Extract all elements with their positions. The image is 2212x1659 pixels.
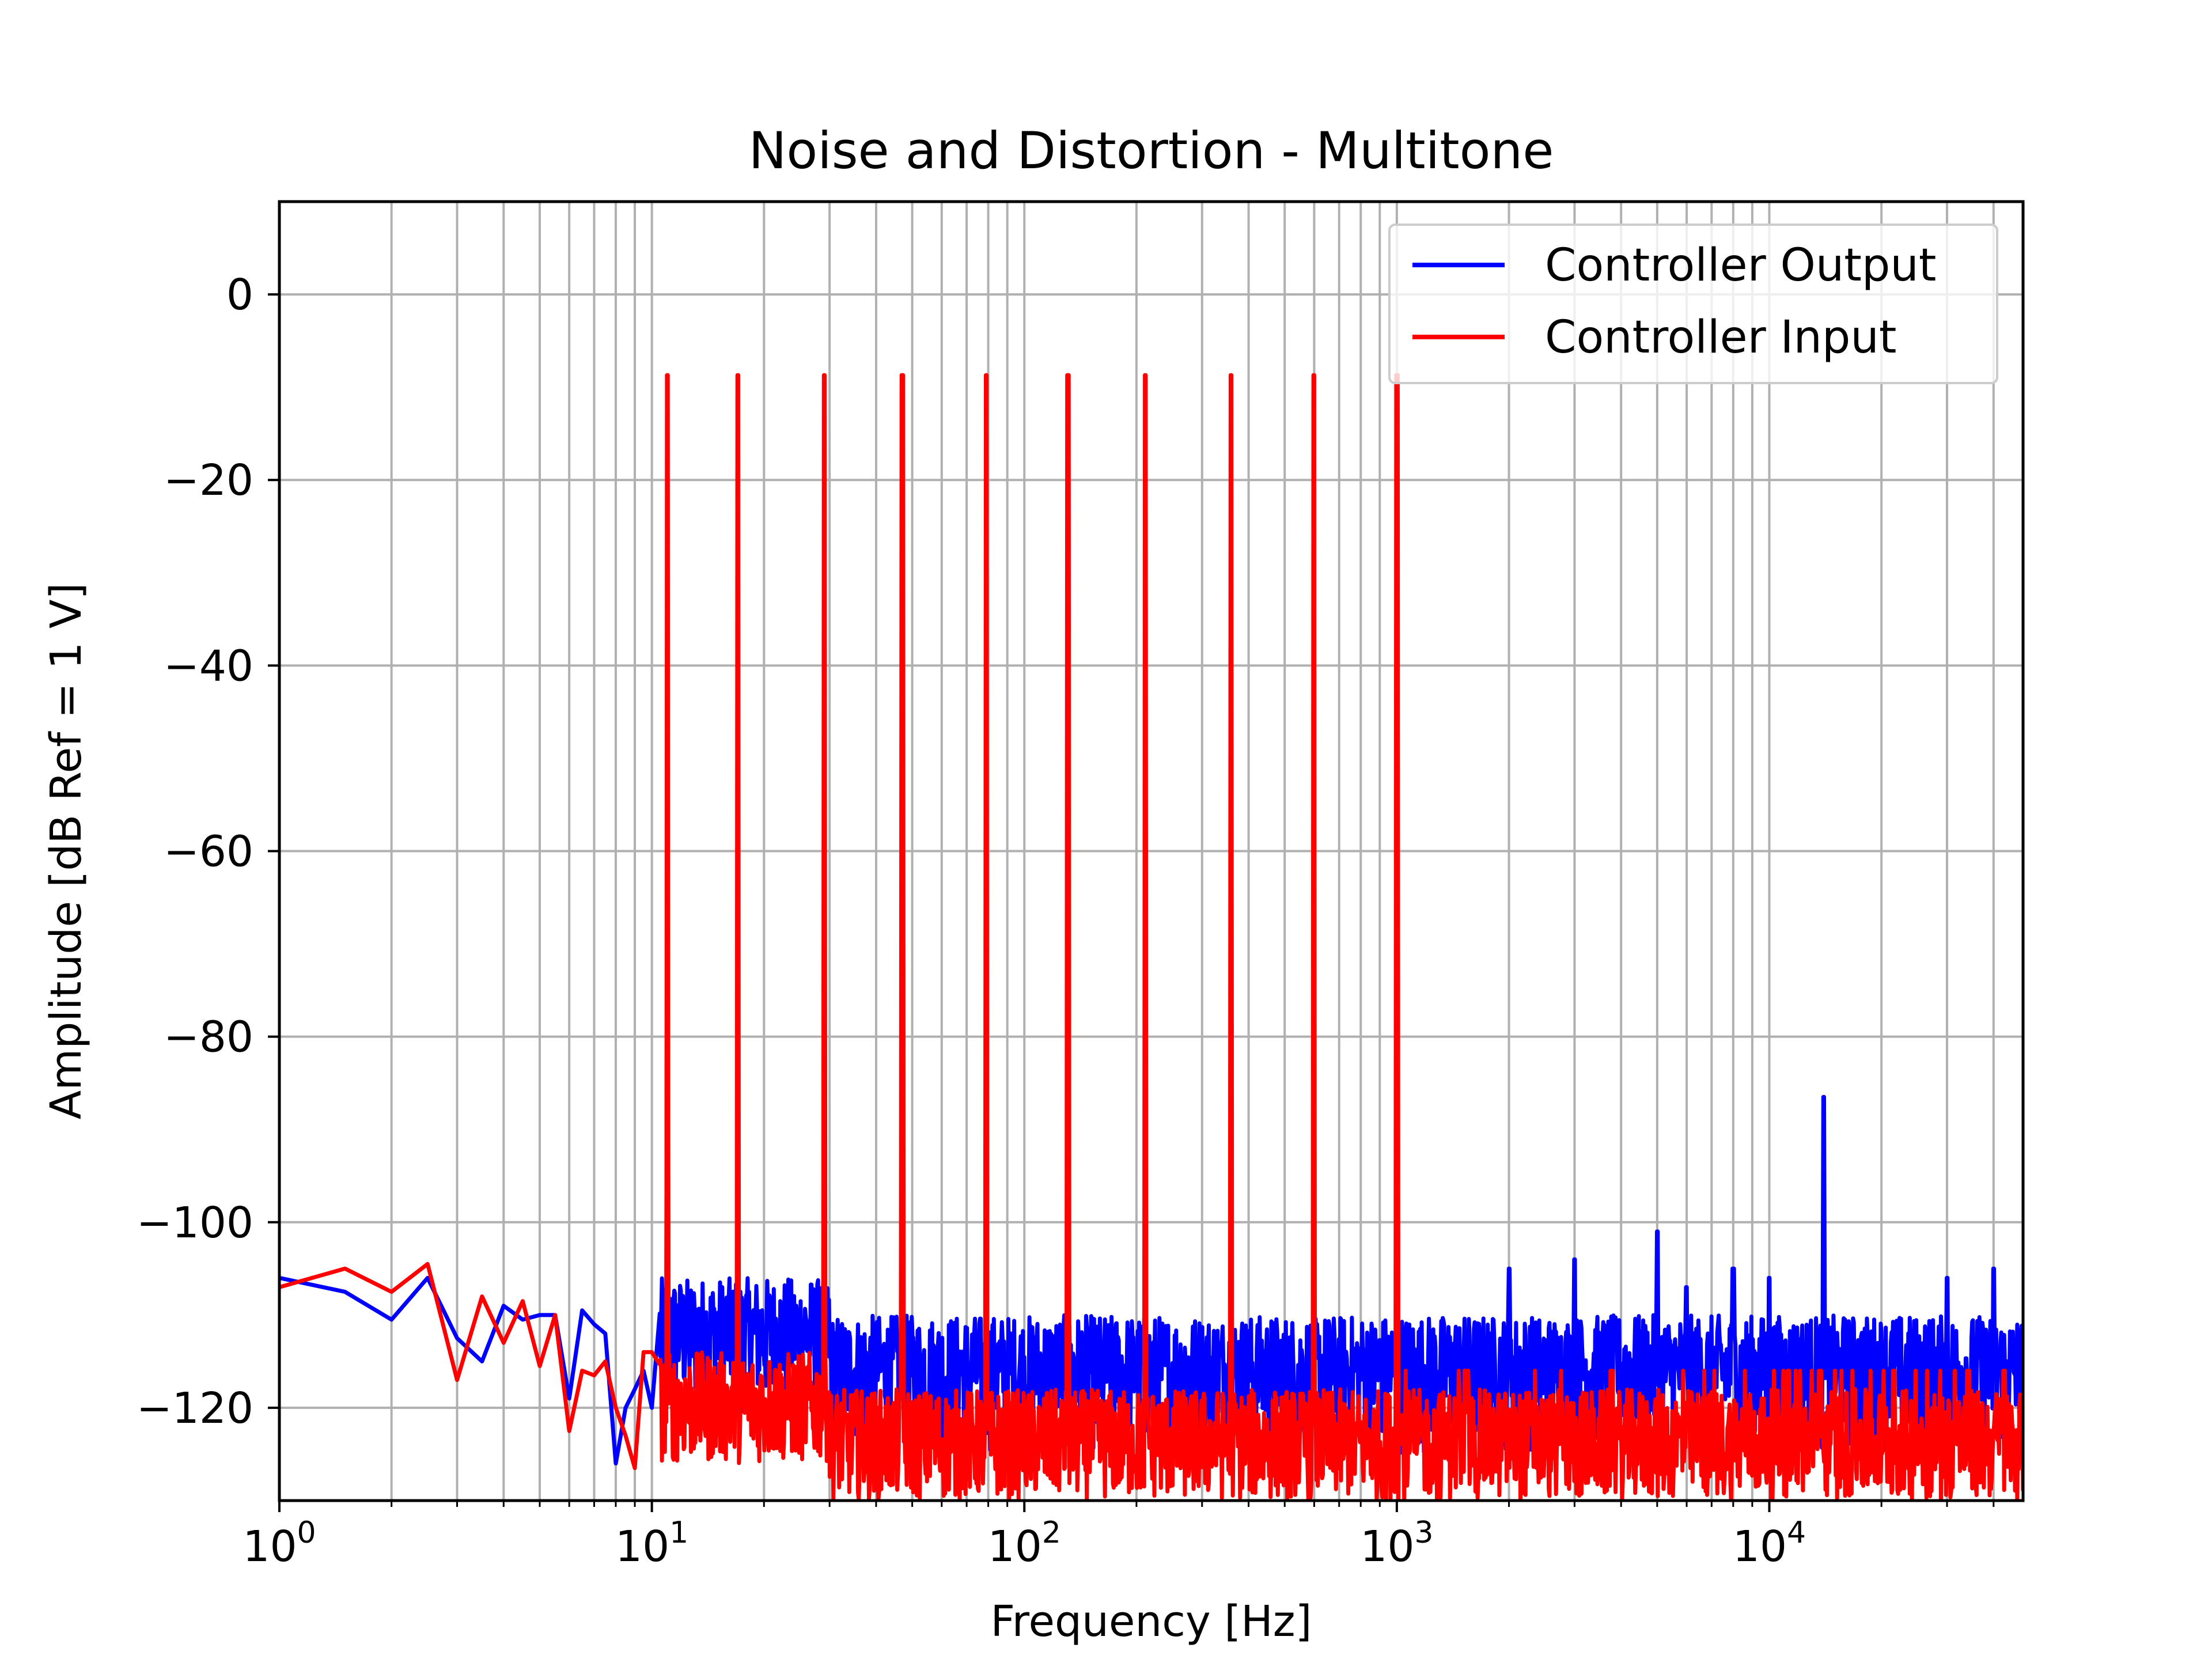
legend-label-controller-output: Controller Output <box>1545 240 1936 291</box>
y-axis-label: Amplitude [dB Ref = 1 V] <box>41 583 91 1120</box>
y-tick-label: −80 <box>164 1013 253 1062</box>
y-tick-label: −40 <box>164 641 253 691</box>
x-tick-label: 103 <box>1360 1516 1433 1571</box>
series-line-controller-input <box>279 373 2023 1501</box>
legend-label-controller-input: Controller Input <box>1545 312 1896 363</box>
legend-box <box>1388 224 1998 384</box>
y-tick-label: −120 <box>137 1384 253 1433</box>
x-tick-label: 101 <box>615 1516 688 1571</box>
axis-ticks: 100 101 102 103 104 0 −20 −40 −60 −80 −100 −120 <box>137 270 1995 1571</box>
x-axis-label: Frequency [Hz] <box>990 1597 1312 1646</box>
y-tick-label: −100 <box>137 1198 253 1248</box>
x-tick-label: 104 <box>1733 1516 1806 1571</box>
chart-title: Noise and Distortion - Multitone <box>749 121 1554 180</box>
legend: Controller Output Controller Input <box>1388 224 1998 384</box>
y-tick-label: −20 <box>164 456 253 505</box>
x-tick-label: 100 <box>243 1516 316 1571</box>
x-tick-label: 102 <box>988 1516 1061 1571</box>
y-tick-label: 0 <box>226 270 253 320</box>
series-layer <box>279 373 2023 1501</box>
y-tick-label: −60 <box>164 827 253 877</box>
